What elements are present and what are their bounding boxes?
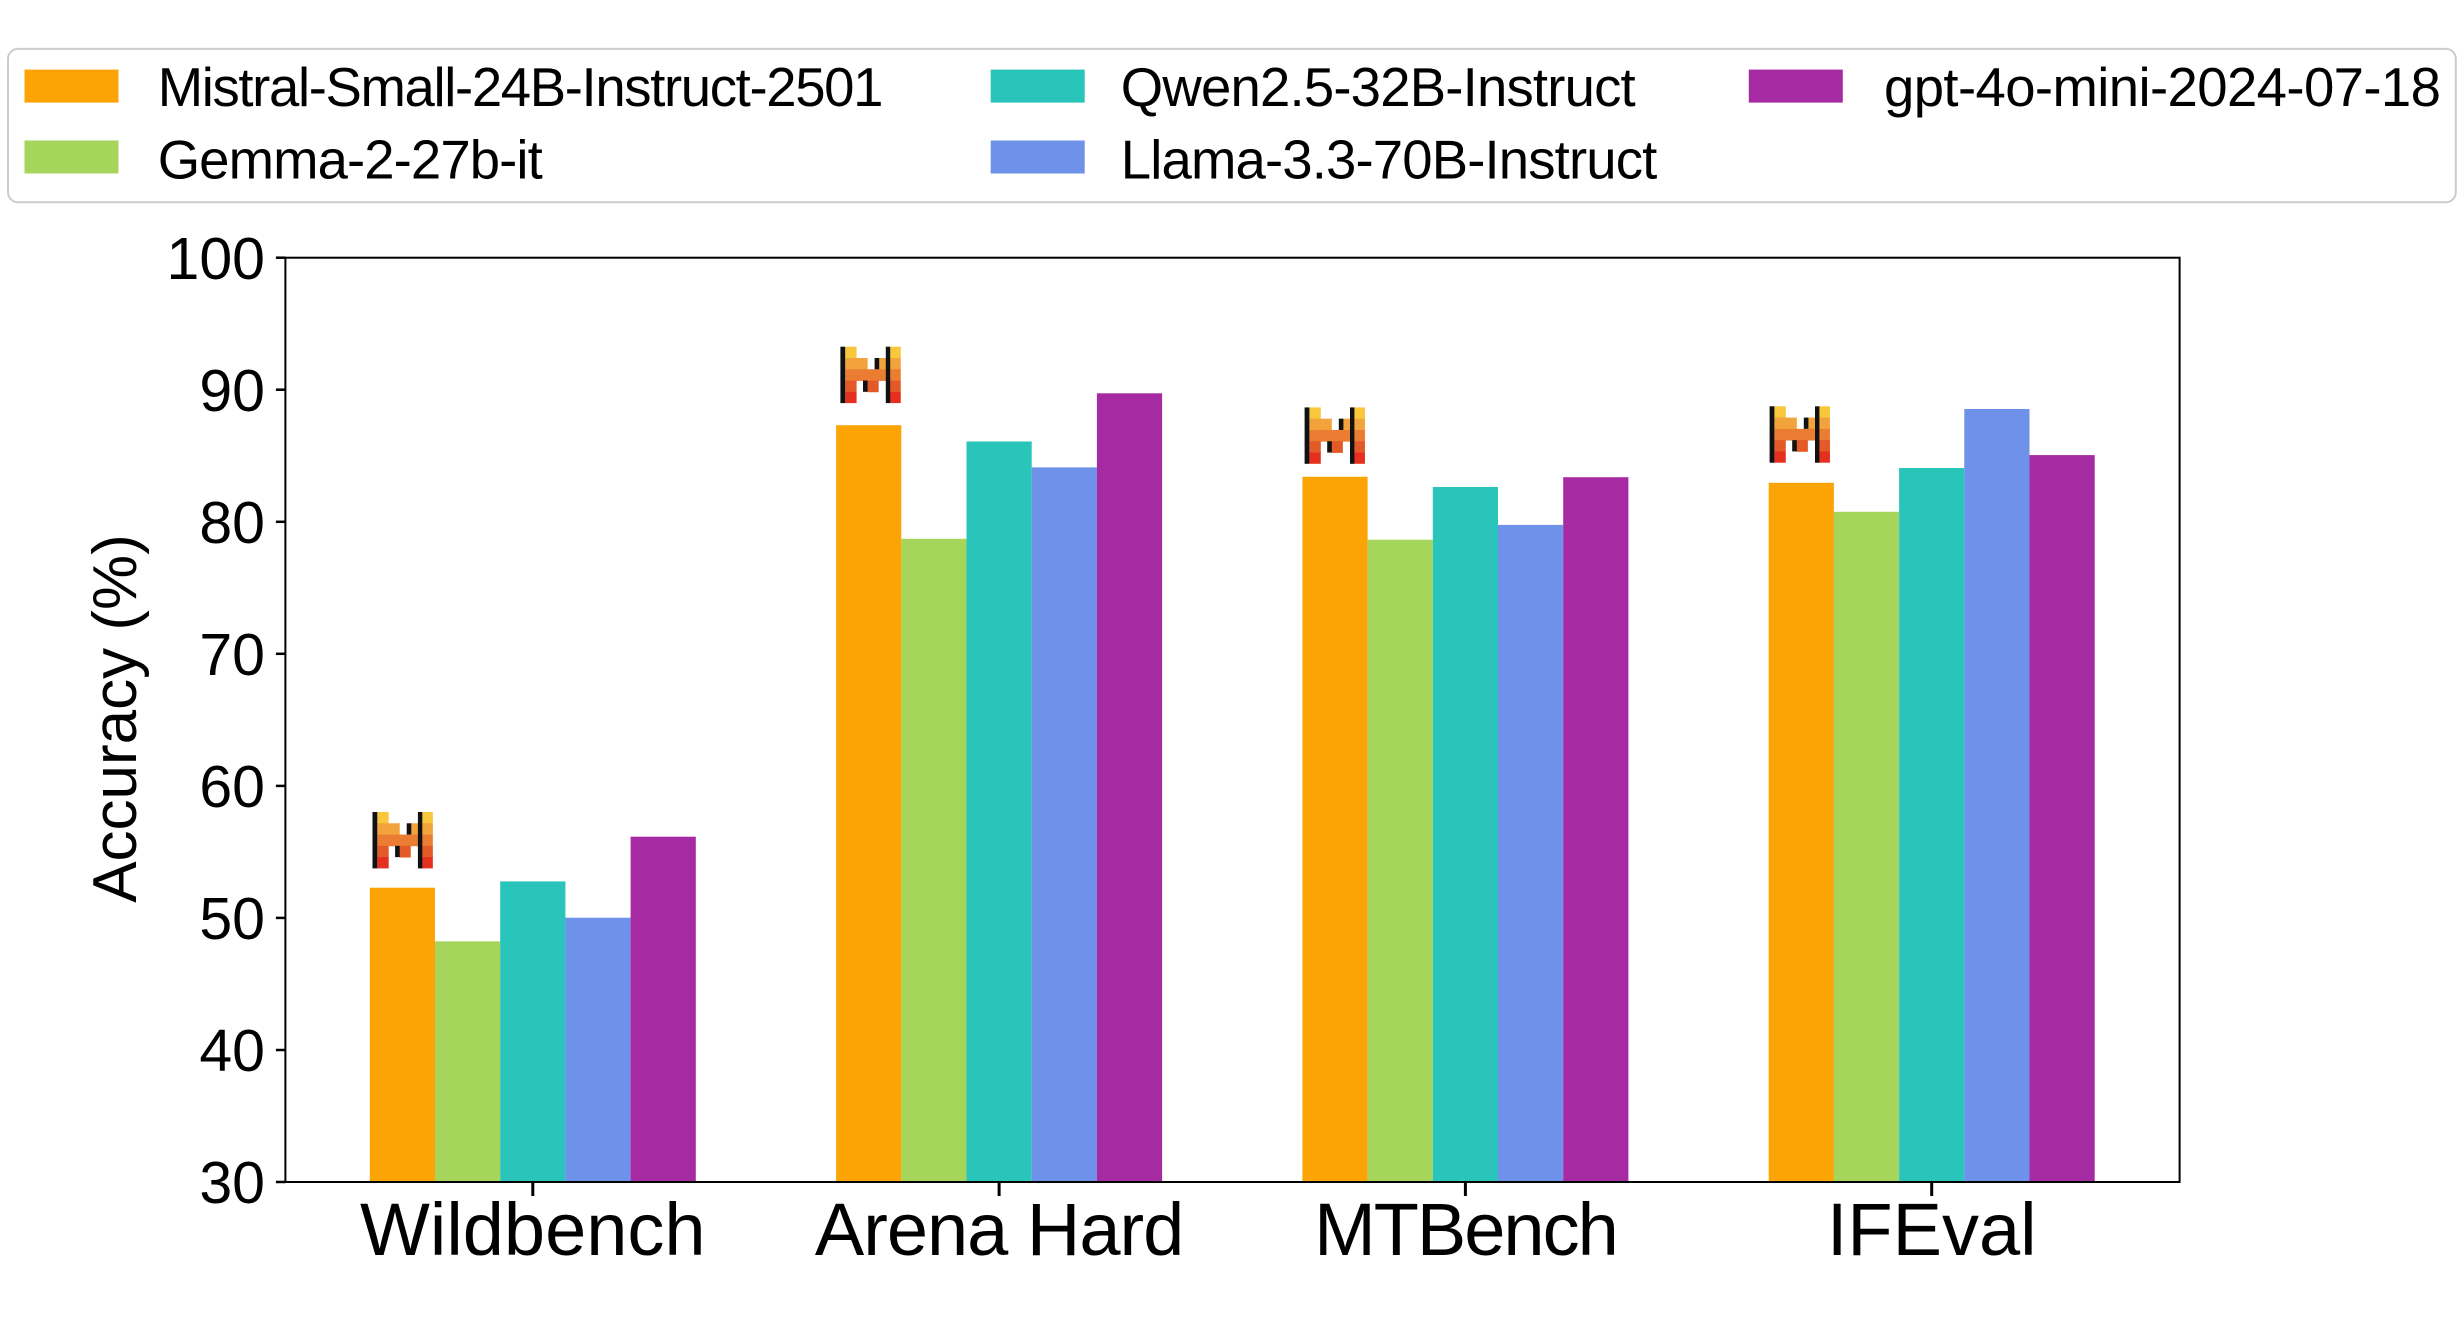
svg-text:Llama-3.3-70B-Instruct: Llama-3.3-70B-Instruct [1121, 129, 1657, 190]
svg-text:gpt-4o-mini-2024-07-18: gpt-4o-mini-2024-07-18 [1884, 57, 2440, 118]
svg-text:IFEval: IFEval [1827, 1188, 2037, 1271]
svg-text:Gemma-2-27b-it: Gemma-2-27b-it [158, 129, 543, 190]
svg-text:Wildbench: Wildbench [360, 1188, 706, 1271]
svg-text:Accuracy (%): Accuracy (%) [81, 534, 150, 903]
svg-text:MTBench: MTBench [1314, 1188, 1617, 1271]
svg-text:100: 100 [167, 226, 265, 292]
svg-text:40: 40 [199, 1018, 265, 1084]
svg-text:70: 70 [199, 622, 265, 688]
svg-text:50: 50 [199, 886, 265, 952]
svg-text:60: 60 [199, 754, 265, 820]
svg-text:Mistral-Small-24B-Instruct-250: Mistral-Small-24B-Instruct-2501 [158, 57, 882, 118]
svg-text:30: 30 [199, 1150, 265, 1216]
svg-text:80: 80 [199, 490, 265, 556]
svg-text:Qwen2.5-32B-Instruct: Qwen2.5-32B-Instruct [1121, 57, 1636, 118]
svg-text:90: 90 [199, 358, 265, 424]
svg-text:Arena Hard: Arena Hard [815, 1188, 1183, 1271]
